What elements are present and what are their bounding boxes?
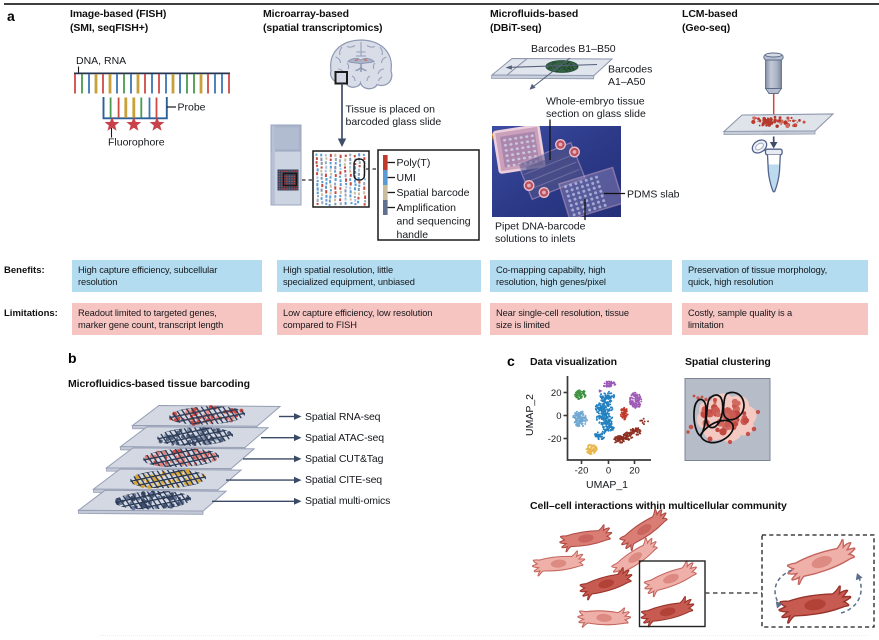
svg-text:20: 20 — [629, 466, 640, 477]
svg-text:-20: -20 — [548, 434, 562, 445]
svg-text:Poly(T): Poly(T) — [397, 157, 431, 169]
svg-text:0: 0 — [556, 411, 561, 422]
svg-text:UMI: UMI — [397, 172, 416, 184]
svg-text:DNA, RNA: DNA, RNA — [76, 55, 126, 67]
svg-text:Fluorophore: Fluorophore — [108, 137, 165, 149]
svg-text:Tissue is placed on: Tissue is placed on — [346, 104, 436, 116]
svg-text:handle: handle — [397, 229, 429, 241]
svg-text:20: 20 — [551, 388, 562, 399]
svg-text:UMAP_1: UMAP_1 — [586, 479, 628, 491]
svg-text:0: 0 — [606, 466, 611, 477]
svg-text:Amplification: Amplification — [397, 202, 457, 214]
svg-text:and sequencing: and sequencing — [397, 216, 471, 228]
svg-text:PDMS slab: PDMS slab — [627, 189, 680, 201]
svg-text:Spatial barcode: Spatial barcode — [397, 187, 470, 199]
svg-text:-20: -20 — [575, 466, 589, 477]
svg-text:Barcodes: Barcodes — [608, 64, 652, 76]
svg-text:barcoded glass slide: barcoded glass slide — [346, 116, 442, 128]
svg-text:solutions to inlets: solutions to inlets — [495, 233, 576, 245]
svg-text:Probe: Probe — [178, 102, 206, 114]
svg-text:A1–A50: A1–A50 — [608, 76, 646, 88]
svg-text:Barcodes B1–B50: Barcodes B1–B50 — [531, 43, 616, 55]
svg-text:Pipet DNA-barcode: Pipet DNA-barcode — [495, 221, 586, 233]
svg-text:Whole-embryo tissue: Whole-embryo tissue — [546, 96, 645, 108]
svg-text:UMAP_2: UMAP_2 — [524, 394, 536, 436]
svg-text:section on glass slide: section on glass slide — [546, 108, 646, 120]
